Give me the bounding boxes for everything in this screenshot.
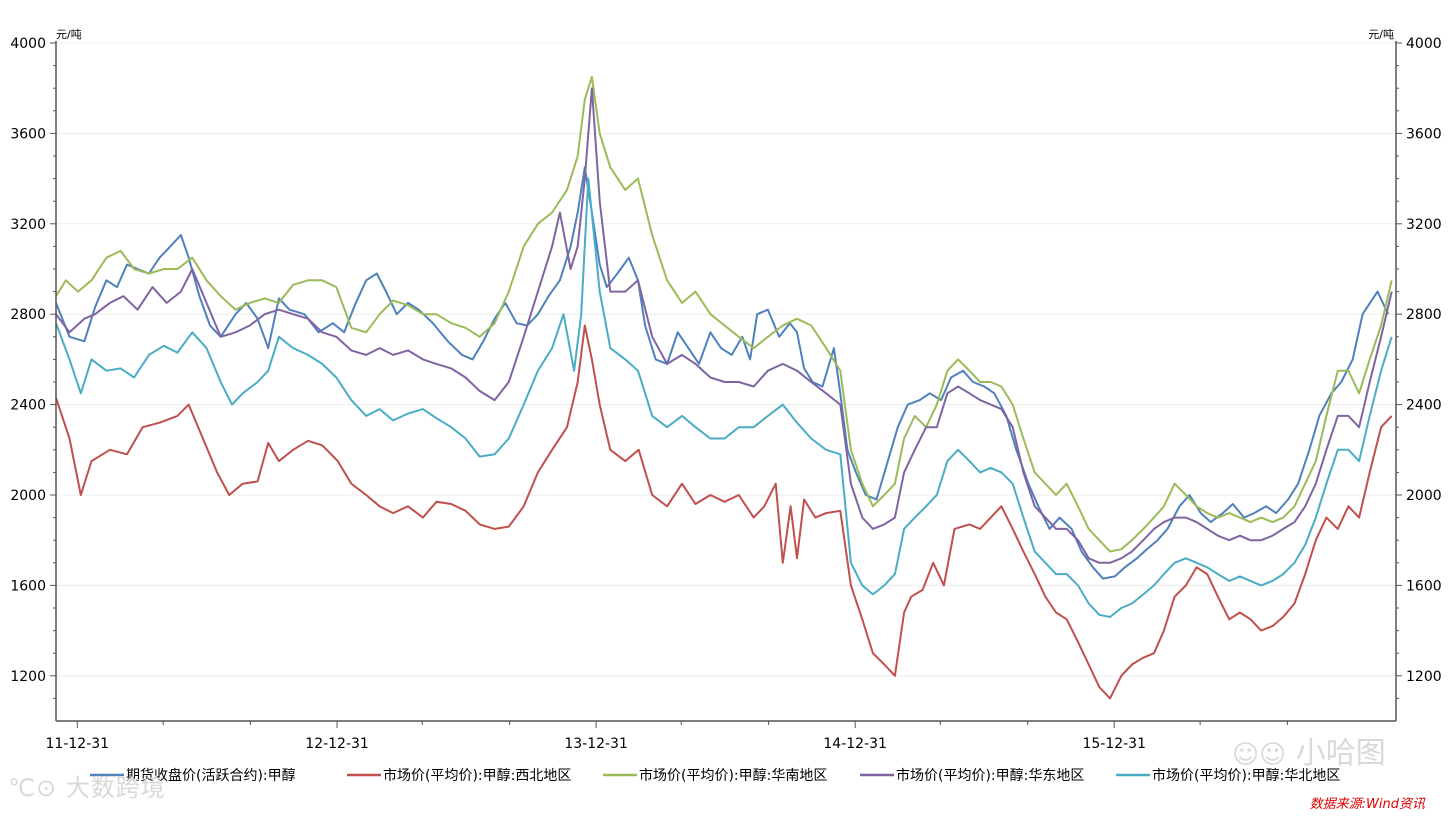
- x-tick-label-15-12-31: 15-12-31: [1082, 736, 1146, 752]
- axes: 1200 1200 1600 1600 2000 2000 2400 2400 2800 2800…: [10, 36, 1441, 752]
- legend-label-0: 期货收盘价(活跃合约):甲醇: [126, 767, 296, 784]
- legend-label-2: 市场价(平均价):甲醇:华南地区: [639, 767, 827, 784]
- y-tick-label-left-2400: 2400: [10, 398, 46, 414]
- series-line-1: [55, 324, 1393, 700]
- y-tick-label-right-3600: 3600: [1406, 126, 1442, 142]
- watermark-right-text: 小哈图: [1295, 736, 1386, 771]
- series-line-3: [55, 87, 1393, 564]
- watermark-left: ℃⊙ 大数跨境: [8, 768, 166, 803]
- series-layer: [55, 75, 1393, 700]
- x-tick-label-12-12-31: 12-12-31: [305, 736, 369, 752]
- y-tick-label-right-2000: 2000: [1406, 488, 1442, 504]
- y-tick-label-right-1200: 1200: [1406, 669, 1442, 685]
- gridlines: [56, 42, 1396, 677]
- source-note: 数据来源:Wind资讯: [1310, 797, 1426, 812]
- watermark-left-text: 大数跨境: [65, 774, 166, 802]
- y-tick-label-left-1200: 1200: [10, 669, 46, 685]
- left-unit-label: 元/吨: [56, 28, 82, 41]
- series-line-2: [55, 75, 1393, 553]
- series-line-0: [55, 166, 1390, 580]
- y-tick-label-left-3600: 3600: [10, 126, 46, 142]
- legend: 期货收盘价(活跃合约):甲醇 市场价(平均价):甲醇:西北地区 市场价(平均价):甲…: [90, 767, 1340, 784]
- y-tick-label-right-2800: 2800: [1406, 307, 1442, 323]
- legend-label-4: 市场价(平均价):甲醇:华北地区: [1152, 767, 1340, 784]
- y-tick-label-left-3200: 3200: [10, 217, 46, 233]
- x-tick-label-13-12-31: 13-12-31: [564, 736, 628, 752]
- wechat-icon: ☺☺: [1232, 740, 1287, 770]
- x-tick-label-14-12-31: 14-12-31: [823, 736, 887, 752]
- right-unit-label: 元/吨: [1368, 28, 1394, 41]
- y-tick-label-left-1600: 1600: [10, 578, 46, 594]
- y-tick-label-left-4000: 4000: [10, 36, 46, 52]
- y-tick-label-right-2400: 2400: [1406, 398, 1442, 414]
- series-line-4: [55, 177, 1393, 618]
- legend-label-3: 市场价(平均价):甲醇:华东地区: [896, 767, 1084, 784]
- y-tick-label-left-2000: 2000: [10, 488, 46, 504]
- x-tick-label-11-12-31: 11-12-31: [46, 736, 110, 752]
- watermark-right: ☺☺ 小哈图: [1232, 728, 1386, 772]
- watermark-left-icon: ℃⊙: [8, 774, 58, 802]
- y-tick-label-right-4000: 4000: [1406, 36, 1442, 52]
- y-tick-label-left-2800: 2800: [10, 307, 46, 323]
- legend-label-1: 市场价(平均价):甲醇:西北地区: [383, 767, 571, 784]
- y-tick-label-right-1600: 1600: [1406, 578, 1442, 594]
- y-tick-label-right-3200: 3200: [1406, 217, 1442, 233]
